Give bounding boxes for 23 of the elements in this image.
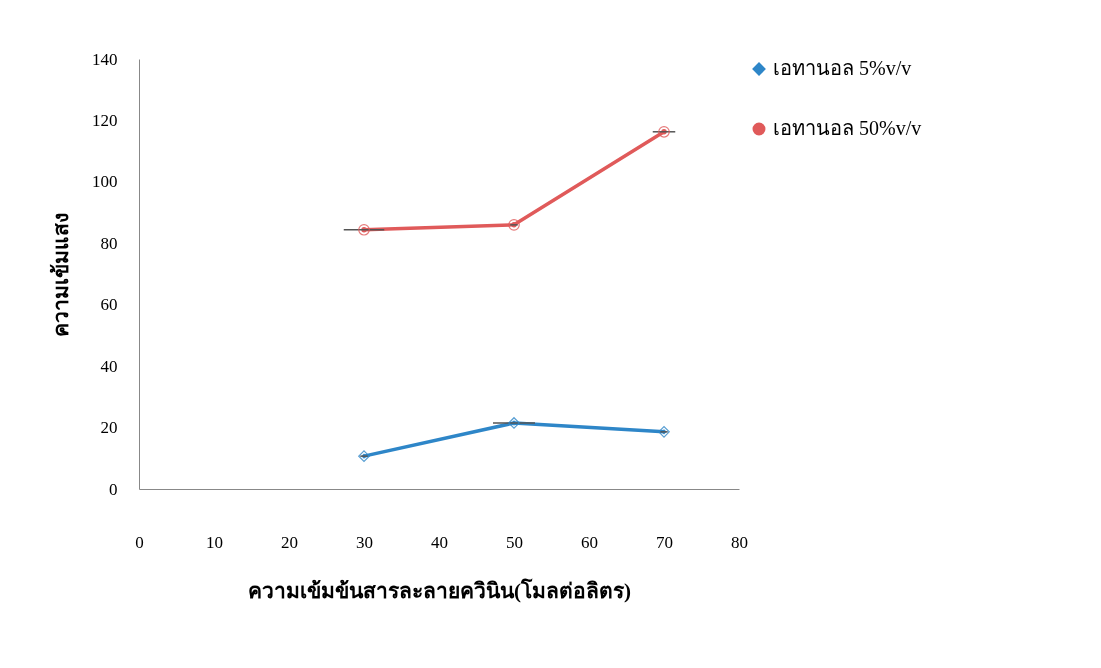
x-tick-label: 10 — [206, 532, 223, 552]
y-tick-label: 20 — [100, 418, 118, 438]
y-tick-label: 80 — [100, 233, 118, 253]
x-tick-label: 50 — [506, 532, 523, 552]
point — [658, 125, 670, 138]
y-tick-label: 120 — [92, 110, 118, 130]
point — [358, 223, 370, 236]
x-axis-title: ความเข้มข้นสารละลายควินิน(โมลต่อลิตร) — [248, 577, 631, 603]
x-tick-label: 20 — [281, 532, 298, 552]
x-tick-label: 60 — [581, 532, 598, 552]
y-axis-title: ความเข้มแสง — [49, 212, 73, 337]
y-tick-label: 100 — [92, 172, 118, 192]
x-tick-label: 30 — [356, 532, 373, 552]
x-tick-label: 0 — [135, 532, 144, 552]
legend-label: เอทานอล 5%v/v — [773, 57, 912, 79]
legend-label: เอทานอล 50%v/v — [773, 117, 922, 139]
x-tick-label: 40 — [431, 532, 448, 552]
x-tick-label: 80 — [731, 532, 748, 552]
y-tick-label: 0 — [109, 479, 118, 499]
x-tick-label: 70 — [656, 532, 673, 552]
y-tick-label: 40 — [100, 356, 118, 376]
y-tick-label: 140 — [92, 49, 118, 69]
y-tick-label: 60 — [100, 295, 118, 315]
